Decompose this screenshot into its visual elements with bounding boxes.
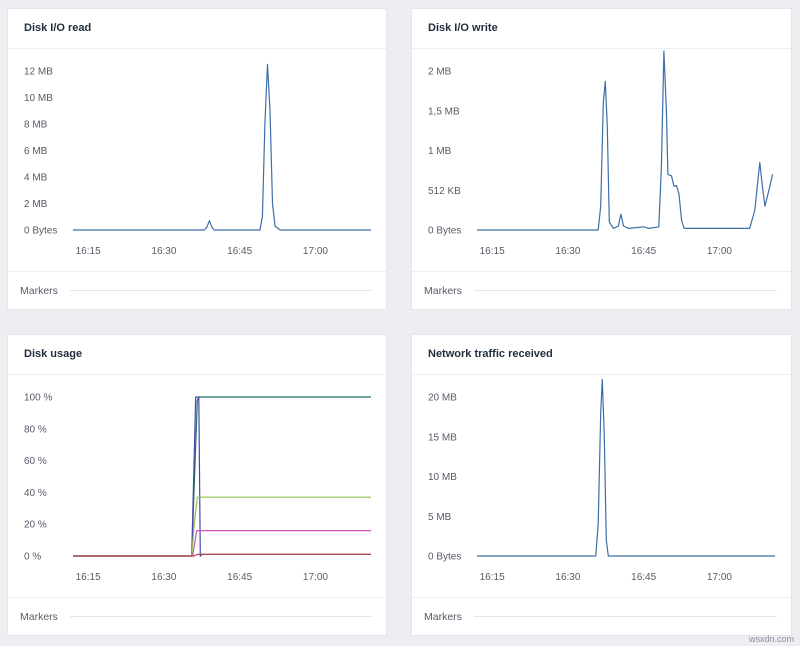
series-line xyxy=(73,396,371,557)
markers-divider xyxy=(473,290,777,291)
disk-usage-chart: 0 % 20 % 40 % 60 % 80 % 100 % 16:15 16:30 16:45 1… xyxy=(8,375,386,597)
network-traffic-received-panel: Network traffic received 0 Bytes 5 MB 10 M… xyxy=(411,334,792,636)
markers-label[interactable]: Markers xyxy=(20,284,58,297)
series-line xyxy=(73,553,371,557)
y-tick-label: 60 % xyxy=(24,456,47,467)
y-tick-label: 20 % xyxy=(24,520,47,531)
markers-bar: Markers xyxy=(8,597,386,635)
x-tick-label: 16:30 xyxy=(151,246,176,257)
x-tick-label: 16:15 xyxy=(76,246,101,257)
y-tick-label: 0 Bytes xyxy=(24,226,57,237)
y-tick-label: 1,5 MB xyxy=(428,106,460,117)
y-tick-label: 80 % xyxy=(24,424,47,435)
markers-divider xyxy=(69,616,372,617)
markers-bar: Markers xyxy=(8,271,386,309)
panel-title: Network traffic received xyxy=(428,348,553,360)
panel-header: Network traffic received xyxy=(412,335,791,375)
y-tick-label: 5 MB xyxy=(428,512,452,523)
x-tick-label: 16:30 xyxy=(151,572,176,583)
y-tick-label: 512 KB xyxy=(428,186,461,197)
panel-title: Disk I/O read xyxy=(24,22,92,34)
panel-header: Disk usage xyxy=(8,335,386,375)
y-tick-label: 0 Bytes xyxy=(428,552,461,563)
panel-header: Disk I/O read xyxy=(8,9,386,49)
x-tick-label: 17:00 xyxy=(707,572,732,583)
x-tick-label: 17:00 xyxy=(707,246,732,257)
panel-title: Disk usage xyxy=(24,348,83,360)
x-tick-label: 16:30 xyxy=(555,572,580,583)
markers-divider xyxy=(69,290,372,291)
chart-svg: 0 % 20 % 40 % 60 % 80 % 100 % 16:15 16:30 16:45 1… xyxy=(24,393,371,583)
y-tick-label: 12 MB xyxy=(24,67,53,78)
x-tick-label: 16:15 xyxy=(480,246,505,257)
y-tick-label: 6 MB xyxy=(24,146,48,157)
y-tick-label: 10 MB xyxy=(428,472,457,483)
y-tick-label: 15 MB xyxy=(428,432,457,443)
disk-io-read-chart: 0 Bytes 2 MB 4 MB 6 MB 8 MB 10 MB 12 MB 16:15 16… xyxy=(8,49,386,271)
series-line xyxy=(477,378,775,557)
chart-svg: 0 Bytes 512 KB 1 MB 1,5 MB 2 MB 16:15 16:30 16:… xyxy=(428,50,774,257)
y-tick-label: 8 MB xyxy=(24,120,48,131)
chart-svg: 0 Bytes 2 MB 4 MB 6 MB 8 MB 10 MB 12 MB 16:15 16… xyxy=(24,63,371,257)
y-tick-label: 20 MB xyxy=(428,393,457,404)
markers-label[interactable]: Markers xyxy=(424,610,462,623)
x-tick-label: 17:00 xyxy=(303,572,328,583)
markers-label[interactable]: Markers xyxy=(20,610,58,623)
x-tick-label: 16:30 xyxy=(555,246,580,257)
y-tick-label: 40 % xyxy=(24,488,47,499)
markers-divider xyxy=(473,616,777,617)
panel-title: Disk I/O write xyxy=(428,22,498,34)
y-tick-label: 2 MB xyxy=(24,199,48,210)
y-tick-label: 0 Bytes xyxy=(428,226,461,237)
y-tick-label: 4 MB xyxy=(24,173,48,184)
chart-svg: 0 Bytes 5 MB 10 MB 15 MB 20 MB 16:15 16:30 16:4… xyxy=(428,378,775,583)
series-line xyxy=(73,63,371,231)
x-tick-label: 17:00 xyxy=(303,246,328,257)
x-tick-label: 16:45 xyxy=(631,572,656,583)
y-tick-label: 10 MB xyxy=(24,93,53,104)
disk-io-write-chart: 0 Bytes 512 KB 1 MB 1,5 MB 2 MB 16:15 16:30 16:… xyxy=(412,49,790,271)
markers-bar: Markers xyxy=(412,597,791,635)
series-line xyxy=(73,496,371,557)
network-traffic-received-chart: 0 Bytes 5 MB 10 MB 15 MB 20 MB 16:15 16:30 16:4… xyxy=(412,375,790,597)
series-line xyxy=(73,396,371,557)
y-tick-label: 1 MB xyxy=(428,146,452,157)
x-tick-label: 16:15 xyxy=(76,572,101,583)
disk-io-write-panel: Disk I/O write 0 Bytes 512 KB 1 MB 1,5 MB 2 … xyxy=(411,8,792,310)
x-tick-label: 16:45 xyxy=(631,246,656,257)
x-tick-label: 16:15 xyxy=(480,572,505,583)
x-tick-label: 16:45 xyxy=(227,246,252,257)
watermark: wsxdn.com xyxy=(748,634,794,644)
series-line xyxy=(73,530,371,557)
disk-usage-panel: Disk usage 0 % 20 % 40 % 60 % 80 % 100 % 16:15… xyxy=(7,334,387,636)
series-line xyxy=(477,50,774,231)
x-tick-label: 16:45 xyxy=(227,572,252,583)
y-tick-label: 2 MB xyxy=(428,67,452,78)
panel-header: Disk I/O write xyxy=(412,9,791,49)
disk-io-read-panel: Disk I/O read 0 Bytes 2 MB 4 MB 6 MB 8 MB 10 … xyxy=(7,8,387,310)
markers-bar: Markers xyxy=(412,271,791,309)
markers-label[interactable]: Markers xyxy=(424,284,462,297)
y-tick-label: 100 % xyxy=(24,393,52,404)
y-tick-label: 0 % xyxy=(24,552,41,563)
